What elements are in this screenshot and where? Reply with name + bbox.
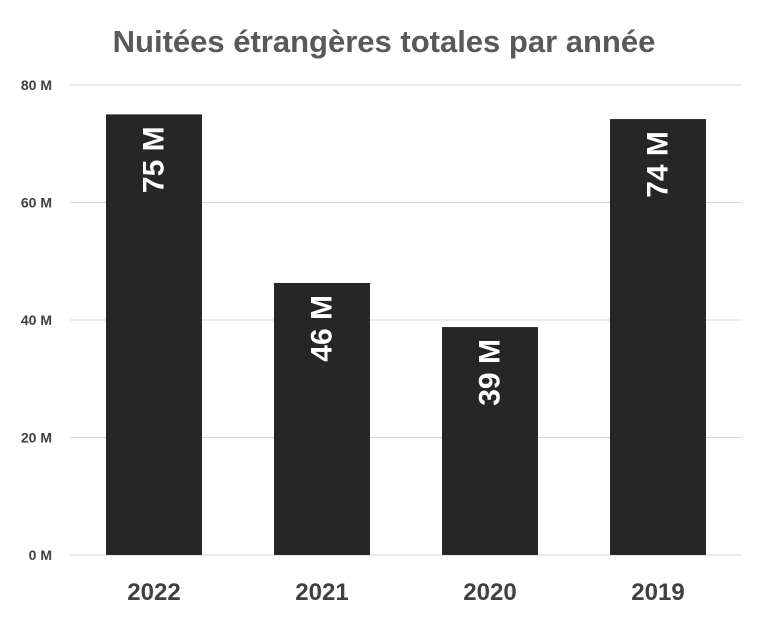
bar-2020	[442, 327, 538, 555]
data-label-2022: 75 M	[138, 126, 171, 193]
bar-2022	[106, 114, 202, 555]
y-tick-label: 80 M	[21, 77, 52, 93]
y-tick-label: 60 M	[21, 195, 52, 211]
y-tick-label: 40 M	[21, 312, 52, 328]
chart-title: Nuitées étrangères totales par année	[113, 24, 656, 59]
bar-2019	[610, 119, 706, 555]
bar-2021	[274, 282, 370, 555]
y-tick-label: 20 M	[21, 430, 52, 446]
x-tick-label-2019: 2019	[631, 579, 684, 606]
x-tick-label-2021: 2021	[295, 579, 348, 606]
data-label-2020: 39 M	[474, 339, 507, 406]
x-tick-label-2022: 2022	[127, 579, 180, 606]
bars: 75 M 46 M 39 M 74 M	[106, 114, 706, 555]
data-label-2019: 74 M	[642, 131, 675, 198]
y-tick-label: 0 M	[29, 547, 52, 563]
y-axis: 0 M 20 M 40 M 60 M 80 M	[21, 77, 52, 563]
x-axis: 2022 2021 2020 2019	[127, 579, 684, 606]
data-label-2021: 46 M	[306, 295, 339, 362]
x-tick-label-2020: 2020	[463, 579, 516, 606]
